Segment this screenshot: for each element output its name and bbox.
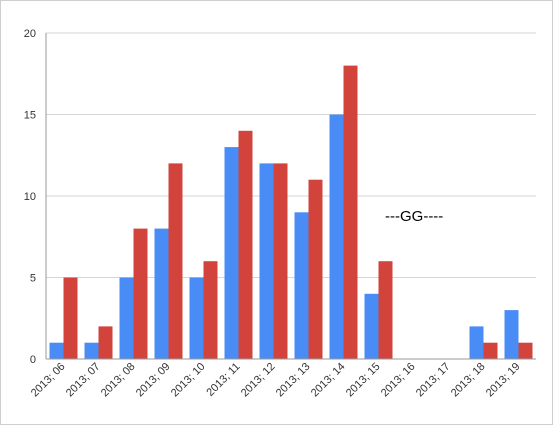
bar-series2 xyxy=(203,261,218,359)
bar-series2 xyxy=(308,179,323,359)
bars xyxy=(49,65,533,359)
y-tick-label: 0 xyxy=(30,354,36,366)
bar-series2 xyxy=(238,130,253,359)
bar-series2 xyxy=(343,65,358,359)
bar-series1 xyxy=(504,310,519,359)
bar-series1 xyxy=(84,342,99,359)
bar-series1 xyxy=(224,147,239,359)
y-tick-label: 20 xyxy=(24,28,36,40)
bar-series2 xyxy=(273,163,288,359)
bar-series2 xyxy=(133,228,148,359)
bar-series1 xyxy=(329,114,344,359)
y-tick-label: 15 xyxy=(24,110,36,122)
bar-series1 xyxy=(119,277,134,359)
bar-series1 xyxy=(189,277,204,359)
bar-series1 xyxy=(364,293,379,359)
bar-series1 xyxy=(469,326,484,359)
annotation-text: ---GG---- xyxy=(385,208,443,225)
bar-series1 xyxy=(294,212,309,359)
bar-series2 xyxy=(63,277,78,359)
bar-series2 xyxy=(98,326,113,359)
bar-series2 xyxy=(518,342,533,359)
bar-series2 xyxy=(378,261,393,359)
y-tick-label: 5 xyxy=(30,273,36,285)
bar-series1 xyxy=(49,342,64,359)
bar-series1 xyxy=(154,228,169,359)
y-axis-ticks: 0 5 10 15 20 xyxy=(24,28,36,366)
y-tick-label: 10 xyxy=(24,191,36,203)
bar-series2 xyxy=(168,163,183,359)
bar-series1 xyxy=(259,163,274,359)
bar-series2 xyxy=(483,342,498,359)
